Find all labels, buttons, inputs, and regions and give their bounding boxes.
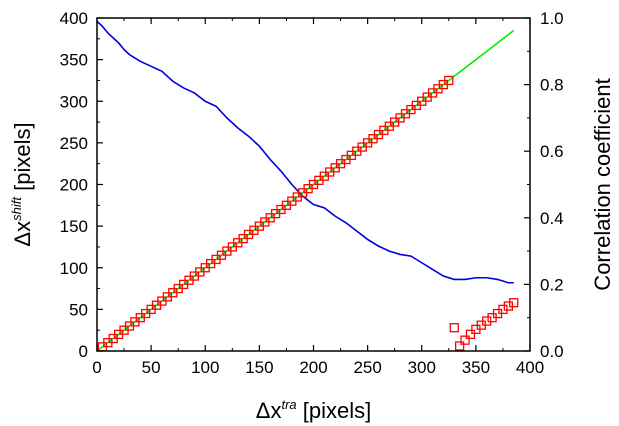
y-right-axis-title: Correlation coefficient bbox=[590, 78, 615, 290]
x-tick-label: 100 bbox=[191, 358, 219, 377]
x-tick-label: 300 bbox=[408, 358, 436, 377]
x-axis-title-main: Δx bbox=[256, 398, 282, 423]
data-point-square bbox=[444, 75, 454, 86]
data-point-square bbox=[509, 298, 519, 308]
data-point-square bbox=[465, 329, 476, 340]
y-left-axis-title-unit: [pixels] bbox=[10, 122, 35, 197]
data-point-square bbox=[449, 323, 459, 333]
y-left-tick-label: 250 bbox=[60, 134, 88, 153]
x-axis-title: Δxtra [pixels] bbox=[256, 397, 371, 423]
y-right-tick-label: 0.4 bbox=[540, 209, 564, 228]
correlation-coefficient-line bbox=[96, 20, 514, 284]
x-tick-label: 200 bbox=[299, 358, 327, 377]
data-point-square bbox=[503, 301, 514, 311]
data-point-square bbox=[498, 304, 508, 315]
y-right-tick-label: 0.0 bbox=[540, 342, 564, 361]
y-left-tick-label: 50 bbox=[69, 300, 88, 319]
marks-layer bbox=[96, 20, 519, 352]
y-left-tick-label: 300 bbox=[60, 92, 88, 111]
y-left-tick-label: 200 bbox=[60, 176, 88, 195]
y-left-axis-title: Δxshift [pixels] bbox=[9, 122, 35, 246]
y-left-tick-label: 150 bbox=[60, 217, 88, 236]
x-tick-label: 250 bbox=[353, 358, 381, 377]
y-right-tick-label: 0.2 bbox=[540, 275, 564, 294]
fit-line bbox=[96, 29, 515, 352]
x-tick-label: 0 bbox=[92, 358, 101, 377]
x-axis-title-sup: tra bbox=[281, 397, 296, 412]
data-point-square bbox=[454, 341, 465, 351]
x-tick-label: 400 bbox=[516, 358, 544, 377]
x-axis-title-unit: [pixels] bbox=[297, 398, 372, 423]
y-left-axis-title-sup: shift bbox=[9, 196, 24, 221]
y-right-tick-label: 1.0 bbox=[540, 9, 564, 28]
data-point-square bbox=[482, 316, 492, 326]
y-left-tick-label: 100 bbox=[60, 259, 88, 278]
y-left-axis-title-main: Δx bbox=[10, 221, 35, 247]
x-tick-label: 50 bbox=[142, 358, 161, 377]
y-left-tick-label: 350 bbox=[60, 51, 88, 70]
y-right-tick-label: 0.6 bbox=[540, 142, 564, 161]
y-right-tick-label: 0.8 bbox=[540, 76, 564, 95]
data-point-square bbox=[460, 335, 470, 345]
x-tick-label: 150 bbox=[245, 358, 273, 377]
ticks-layer: 0 50 100 150 200 250 300 350 400 0 50 100 150 200 250 3… bbox=[60, 9, 564, 377]
y-left-tick-label: 0 bbox=[79, 342, 88, 361]
y-left-tick-label: 400 bbox=[60, 9, 88, 28]
x-tick-label: 350 bbox=[462, 358, 490, 377]
